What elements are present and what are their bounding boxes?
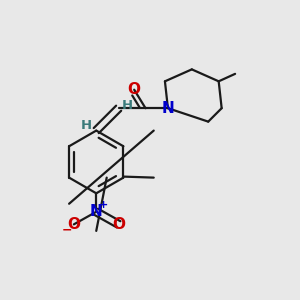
- Text: O: O: [128, 82, 141, 97]
- Text: O: O: [112, 217, 125, 232]
- Text: −: −: [61, 223, 72, 236]
- Text: N: N: [161, 101, 174, 116]
- Text: H: H: [81, 119, 92, 132]
- Text: N: N: [90, 204, 103, 219]
- Text: O: O: [68, 217, 80, 232]
- Text: H: H: [122, 99, 133, 112]
- Text: +: +: [99, 200, 108, 210]
